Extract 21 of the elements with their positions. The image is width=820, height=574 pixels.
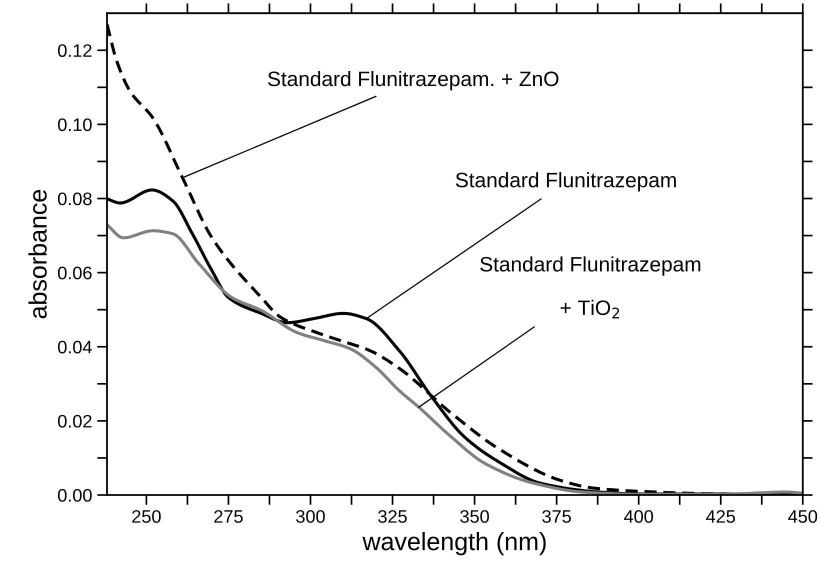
x-tick-label: 250 bbox=[132, 510, 161, 523]
y-axis-title: absorbance bbox=[28, 190, 47, 318]
annotation: Standard Flunitrazepam bbox=[456, 172, 676, 192]
y-tick-label: 0.02 bbox=[58, 414, 92, 428]
y-tick-label: 0.12 bbox=[58, 44, 92, 57]
x-tick-label: 450 bbox=[788, 510, 818, 523]
x-tick-label: 300 bbox=[296, 510, 325, 523]
annotation: Standard Flunitrazepam + TiO$_{2}$ bbox=[480, 256, 700, 318]
x-tick-label: 325 bbox=[378, 510, 407, 523]
x-tick-label: 350 bbox=[460, 510, 489, 523]
x-axis-title: wavelength (nm) bbox=[362, 532, 546, 556]
x-tick-label: 275 bbox=[214, 510, 243, 523]
x-tick-label: 375 bbox=[542, 510, 571, 523]
x-tick-label: 425 bbox=[706, 510, 736, 523]
annotation: Standard Flunitrazepam. + ZnO bbox=[268, 70, 558, 90]
y-tick-label: 0.00 bbox=[58, 488, 92, 502]
x-tick-label: 400 bbox=[624, 510, 654, 523]
y-tick-label: 0.10 bbox=[58, 118, 92, 132]
y-tick-label: 0.06 bbox=[58, 266, 92, 280]
y-tick-label: 0.08 bbox=[58, 192, 92, 206]
y-tick-label: 0.04 bbox=[58, 340, 92, 354]
